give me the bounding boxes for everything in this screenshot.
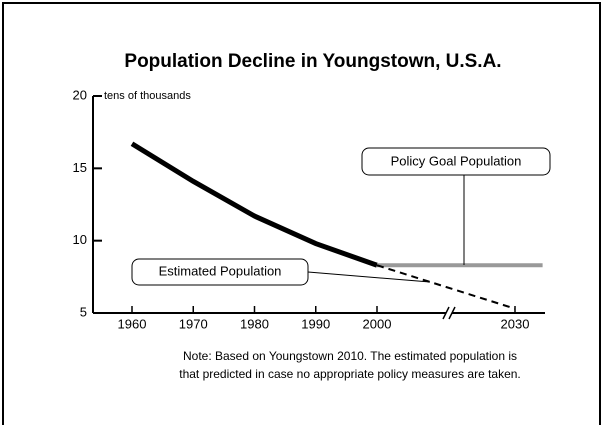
y-tick-label: 5 [80,304,87,319]
note: Note: Based on Youngstown 2010. The esti… [183,349,517,363]
series-line [130,141,378,268]
x-tick-label: 1970 [179,316,208,331]
axis-break [442,306,450,320]
x-tick-label: 1990 [301,316,330,331]
chart-title: Population Decline in Youngstown, U.S.A. [124,51,501,72]
y-axis-label: tens of thousands [104,90,191,102]
x-tick-label: 2030 [501,316,530,331]
y-tick-label: 15 [73,160,87,175]
x-tick-label: 2000 [363,316,392,331]
annotation: Estimated Population [159,263,282,278]
y-tick-label: 20 [73,87,87,102]
series-line [376,264,516,310]
axis-break-gap [446,310,452,316]
x-tick-label: 1960 [118,316,147,331]
annotation: Policy Goal Population [391,153,522,168]
y-tick-label: 10 [73,232,87,247]
annotation-box [361,147,551,176]
leader-line [307,271,431,283]
note: that predicted in case no appropriate po… [179,367,521,381]
axis-break [448,306,456,320]
x-tick-label: 1980 [240,316,269,331]
